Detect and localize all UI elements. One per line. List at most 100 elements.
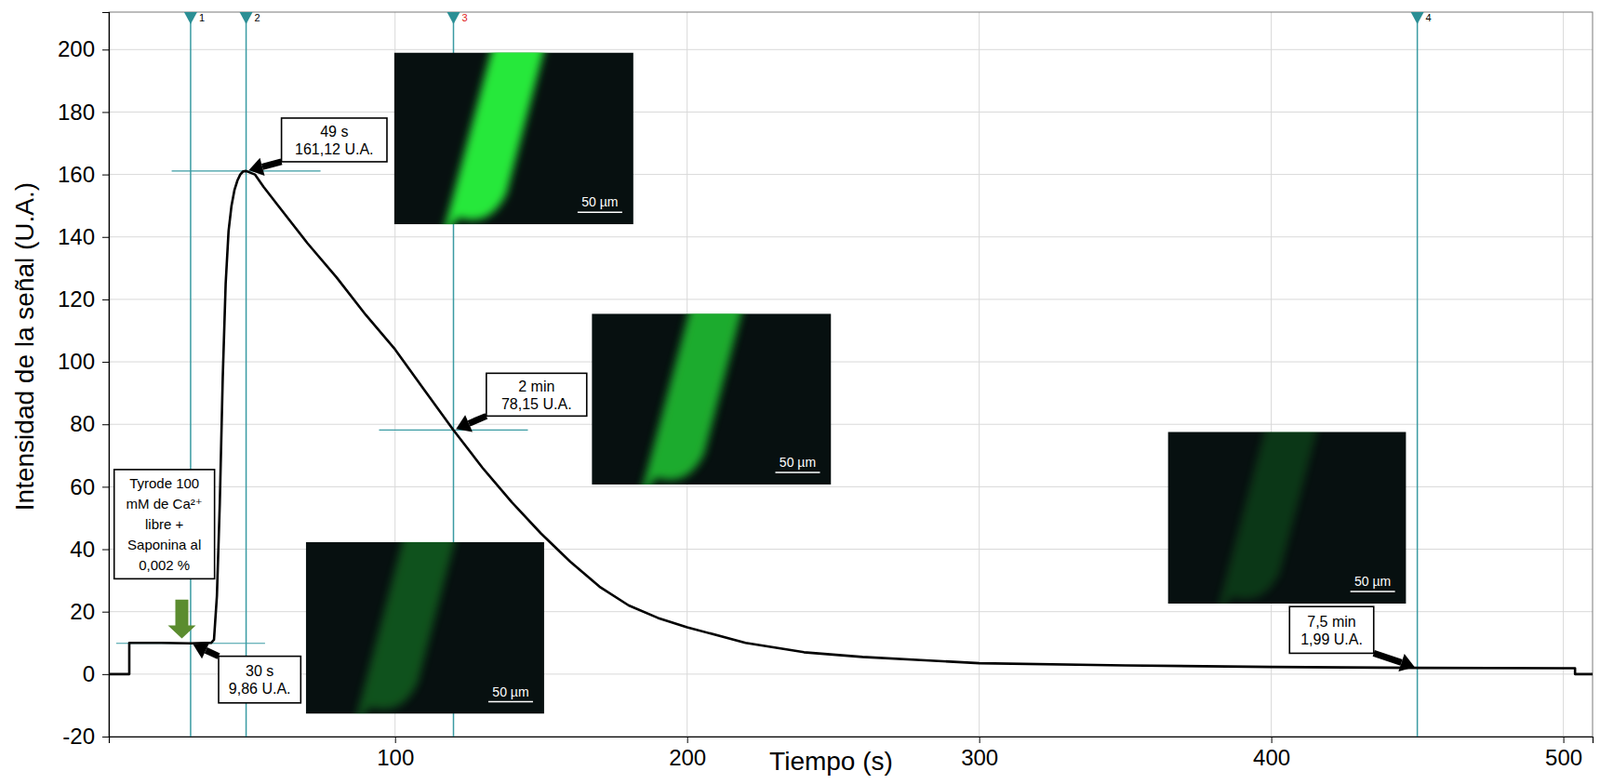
y-tick: 20 [69,599,109,625]
treatment-text: libre + [145,516,185,533]
x-tick-mark [687,736,689,744]
x-tick: 100 [376,736,414,771]
grid [108,12,1593,737]
y-tick-mark [102,237,109,239]
grid-line-x [978,12,980,737]
x-tick-label: 500 [1545,745,1583,771]
y-tick: 120 [57,286,109,312]
annotation-frame [1289,606,1374,654]
x-axis-line [109,737,1594,745]
y-tick-mark [102,736,109,738]
annotation-text: 78,15 U.A. [501,396,573,413]
x-tick-mark [395,736,397,744]
grid-line-y [108,111,1593,113]
annotation-text: 9,86 U.A. [228,680,292,697]
x-tick: 500 [1545,736,1583,771]
y-axis-title: Intensidad de la señal (U.A.) [10,182,40,511]
treatment-text: 0,002 % [138,557,190,574]
cell [1215,431,1321,604]
x-tick-label: 400 [1253,745,1291,771]
annotation-box: 7,5 min1,99 U.A. [1289,606,1374,654]
scale-bar [1350,590,1396,593]
annotation-text: 161,12 U.A. [294,141,374,158]
y-tick-mark [102,549,109,551]
x-tick-mark [979,736,981,744]
y-tick: 80 [69,411,109,437]
cell [640,313,746,485]
scale-bar-label: 50 µm [581,194,618,210]
plot-frame [108,12,1593,737]
y-tick-label: 60 [69,474,95,500]
x-tick: 200 [668,736,707,771]
annotation-box: 2 min78,15 U.A. [486,373,587,416]
x-tick-label: 300 [960,745,999,771]
grid-line-y [108,173,1593,175]
chart: -200204060801001201401601802001002003004… [0,0,1600,784]
x-axis-title: Tiempo (s) [769,746,894,776]
y-tick-label: 140 [57,224,95,250]
x-tick-mark [1271,736,1273,744]
annotation-text: 2 min [518,378,555,395]
scale-bar-label: 50 µm [779,454,816,470]
cursor-line [245,12,248,737]
y-tick-label: 180 [57,99,95,125]
annotation-text: 7,5 min [1306,613,1356,630]
y-axis: -20020406080100120140160180200 [57,13,110,750]
cursor-marker [184,12,198,25]
y-tick-mark [102,424,109,426]
annotation-arrow [1373,653,1415,671]
treatment-text: mM de Ca²⁺ [126,495,203,512]
x-tick: 300 [960,736,999,771]
x-tick-label: 100 [376,745,414,771]
grid-line-y [108,49,1593,51]
y-tick-mark [102,299,109,301]
grid-line-y [108,361,1593,363]
y-tick-label: 120 [57,286,95,312]
annotation-box: 49 s161,12 U.A. [281,118,387,162]
scale-bar-label: 50 µm [1354,573,1391,589]
x-tick: 400 [1253,736,1291,771]
cell [441,52,547,225]
cell [353,542,459,715]
annotation-box: 30 s9,86 U.A. [218,656,301,704]
y-tick-label: 160 [57,161,95,187]
cursor-line [1416,12,1419,737]
y-tick-mark [102,111,109,113]
x-tick-label: 200 [668,745,707,771]
y-tick: 60 [69,474,109,500]
cursor-marker [240,12,254,25]
treatment-text: Tyrode 100 [129,475,200,492]
y-tick-label: 20 [69,599,95,625]
x-tick-mark [1563,736,1565,744]
scale-bar-label: 50 µm [492,684,529,700]
cursor-marker [1411,12,1425,25]
micrograph: 50 µm [306,528,545,729]
y-tick-label: 200 [57,36,95,62]
annotation-arrow-head [248,158,265,176]
annotation-frame [218,656,301,704]
y-tick: 200 [57,36,109,62]
grid-line-x [1562,12,1564,737]
scale-bar [577,211,623,214]
y-tick: 100 [57,348,109,374]
annotation-arrow-head [193,641,211,659]
micrograph: 50 µm [1167,417,1406,618]
annotation-arrow-head [1398,653,1414,672]
annotation-arrow [248,158,281,176]
y-tick: 160 [57,161,109,187]
annotation-text: 1,99 U.A. [1300,631,1363,648]
grid-line-y [108,236,1593,238]
y-tick: 140 [57,224,109,250]
annotation-arrow-shaft [205,650,219,656]
annotation-arrow-shaft [1373,653,1402,663]
cursor-marker [446,12,460,25]
annotation-frame [281,118,387,162]
micrographs: 50 µm 50 µm 50 µm 50 µm [306,38,1407,728]
treatment-arrow [167,600,196,640]
y-tick-mark [102,174,109,176]
y-tick-mark [102,612,109,614]
annotations: 30 s9,86 U.A. 49 s161,12 U.A. 2 min78,15 U… [193,118,1415,704]
y-tick: 40 [69,536,109,562]
cursor-label: 4 [1426,12,1432,24]
y-axis-line [102,13,110,738]
